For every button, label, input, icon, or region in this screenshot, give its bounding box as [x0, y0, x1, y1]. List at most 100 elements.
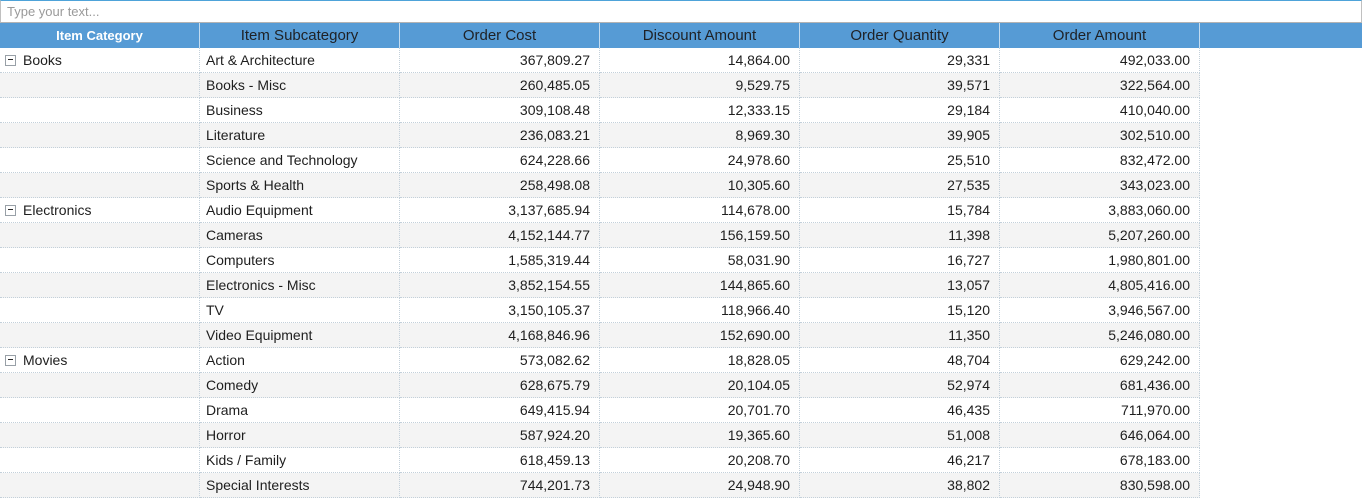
header-order-amount[interactable]: Order Amount: [1000, 23, 1200, 48]
category-label: Electronics: [23, 202, 92, 218]
category-cell: [0, 323, 200, 348]
table-row: Cameras 4,152,144.77 156,159.50 11,398 5,207…: [0, 223, 1362, 248]
order-amount-cell: 343,023.00: [1000, 173, 1200, 198]
header-order-cost[interactable]: Order Cost: [400, 23, 600, 48]
subcategory-cell: Special Interests: [200, 473, 400, 498]
order-cost-cell: 1,585,319.44: [400, 248, 600, 273]
order-cost-cell: 3,150,105.37: [400, 298, 600, 323]
category-cell: [0, 148, 200, 173]
order-quantity-cell: 29,184: [800, 98, 1000, 123]
category-cell: [0, 423, 200, 448]
discount-amount-cell: 152,690.00: [600, 323, 800, 348]
header-order-quantity[interactable]: Order Quantity: [800, 23, 1000, 48]
category-cell: [0, 273, 200, 298]
table-row: Special Interests 744,201.73 24,948.90 38,8…: [0, 473, 1362, 498]
table-row: Sports & Health 258,498.08 10,305.60 27,535…: [0, 173, 1362, 198]
category-cell: [0, 223, 200, 248]
order-amount-cell: 629,242.00: [1000, 348, 1200, 373]
collapse-minus-icon[interactable]: [5, 354, 16, 366]
table-row: Books - Misc 260,485.05 9,529.75 39,571 322,…: [0, 73, 1362, 98]
order-cost-cell: 628,675.79: [400, 373, 600, 398]
order-amount-cell: 5,207,260.00: [1000, 223, 1200, 248]
order-cost-cell: 3,137,685.94: [400, 198, 600, 223]
discount-amount-cell: 114,678.00: [600, 198, 800, 223]
order-cost-cell: 4,168,846.96: [400, 323, 600, 348]
category-cell: [0, 398, 200, 423]
order-amount-cell: 492,033.00: [1000, 48, 1200, 73]
discount-amount-cell: 20,701.70: [600, 398, 800, 423]
category-label: Books: [23, 52, 62, 68]
subcategory-cell: Books - Misc: [200, 73, 400, 98]
table-row: Drama 649,415.94 20,701.70 46,435 711,970.00: [0, 398, 1362, 423]
discount-amount-cell: 118,966.40: [600, 298, 800, 323]
order-quantity-cell: 11,350: [800, 323, 1000, 348]
header-item-subcategory[interactable]: Item Subcategory: [200, 23, 400, 48]
order-cost-cell: 236,083.21: [400, 123, 600, 148]
order-cost-cell: 649,415.94: [400, 398, 600, 423]
category-cell: Electronics: [0, 198, 200, 223]
order-cost-cell: 260,485.05: [400, 73, 600, 98]
header-discount-amount[interactable]: Discount Amount: [600, 23, 800, 48]
discount-amount-cell: 12,333.15: [600, 98, 800, 123]
category-cell: [0, 448, 200, 473]
collapse-minus-icon[interactable]: [5, 204, 16, 216]
subcategory-cell: Kids / Family: [200, 448, 400, 473]
category-label: Movies: [23, 352, 68, 368]
order-quantity-cell: 46,435: [800, 398, 1000, 423]
order-amount-cell: 5,246,080.00: [1000, 323, 1200, 348]
order-amount-cell: 678,183.00: [1000, 448, 1200, 473]
discount-amount-cell: 144,865.60: [600, 273, 800, 298]
discount-amount-cell: 58,031.90: [600, 248, 800, 273]
table-row: Computers 1,585,319.44 58,031.90 16,727 1,98…: [0, 248, 1362, 273]
text-filter-input[interactable]: [1, 1, 1361, 22]
discount-amount-cell: 8,969.30: [600, 123, 800, 148]
category-cell: [0, 73, 200, 98]
order-cost-cell: 309,108.48: [400, 98, 600, 123]
order-amount-cell: 711,970.00: [1000, 398, 1200, 423]
order-amount-cell: 3,946,567.00: [1000, 298, 1200, 323]
table-row: Horror 587,924.20 19,365.60 51,008 646,064.0…: [0, 423, 1362, 448]
discount-amount-cell: 24,948.90: [600, 473, 800, 498]
order-quantity-cell: 48,704: [800, 348, 1000, 373]
header-item-category[interactable]: Item Category: [0, 23, 200, 48]
category-cell: [0, 173, 200, 198]
header-row: Item Category Item Subcategory Order Cos…: [0, 23, 1362, 48]
order-amount-cell: 830,598.00: [1000, 473, 1200, 498]
subcategory-cell: Video Equipment: [200, 323, 400, 348]
order-cost-cell: 258,498.08: [400, 173, 600, 198]
table-row: Kids / Family 618,459.13 20,208.70 46,217 67…: [0, 448, 1362, 473]
order-quantity-cell: 25,510: [800, 148, 1000, 173]
discount-amount-cell: 9,529.75: [600, 73, 800, 98]
discount-amount-cell: 10,305.60: [600, 173, 800, 198]
order-amount-cell: 322,564.00: [1000, 73, 1200, 98]
order-amount-cell: 681,436.00: [1000, 373, 1200, 398]
subcategory-cell: Science and Technology: [200, 148, 400, 173]
order-quantity-cell: 27,535: [800, 173, 1000, 198]
category-cell: Books: [0, 48, 200, 73]
order-amount-cell: 4,805,416.00: [1000, 273, 1200, 298]
category-cell: [0, 98, 200, 123]
table-row: Business 309,108.48 12,333.15 29,184 410,040…: [0, 98, 1362, 123]
subcategory-cell: Electronics - Misc: [200, 273, 400, 298]
subcategory-cell: Horror: [200, 423, 400, 448]
header-filler-cell: [1200, 23, 1362, 48]
filter-box: [0, 0, 1362, 23]
category-cell: [0, 373, 200, 398]
order-cost-cell: 4,152,144.77: [400, 223, 600, 248]
collapse-minus-icon[interactable]: [5, 54, 16, 66]
table-row: Electronics Audio Equipment 3,137,685.94 11…: [0, 198, 1362, 223]
subcategory-cell: Sports & Health: [200, 173, 400, 198]
order-cost-cell: 367,809.27: [400, 48, 600, 73]
table-row: TV 3,150,105.37 118,966.40 15,120 3,946,567.…: [0, 298, 1362, 323]
subcategory-cell: Action: [200, 348, 400, 373]
discount-amount-cell: 20,208.70: [600, 448, 800, 473]
order-quantity-cell: 51,008: [800, 423, 1000, 448]
order-cost-cell: 587,924.20: [400, 423, 600, 448]
order-quantity-cell: 16,727: [800, 248, 1000, 273]
category-cell: Movies: [0, 348, 200, 373]
discount-amount-cell: 156,159.50: [600, 223, 800, 248]
order-quantity-cell: 15,120: [800, 298, 1000, 323]
discount-amount-cell: 19,365.60: [600, 423, 800, 448]
order-amount-cell: 832,472.00: [1000, 148, 1200, 173]
